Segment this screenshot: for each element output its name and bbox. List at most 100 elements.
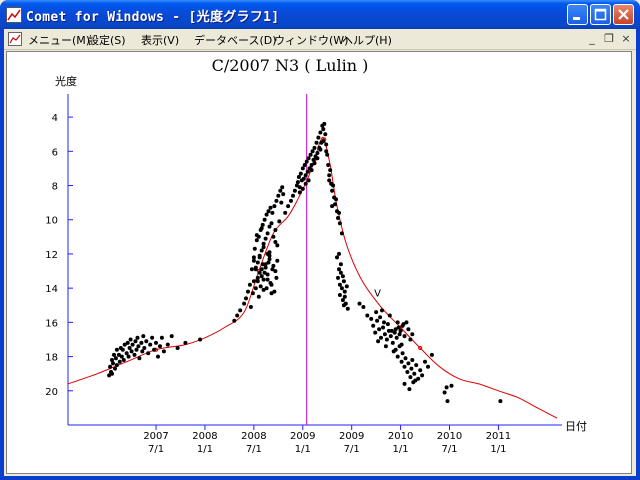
data-point <box>321 139 326 144</box>
data-point <box>414 363 419 368</box>
data-point <box>344 284 349 289</box>
data-point <box>114 347 119 352</box>
data-point <box>295 180 300 185</box>
data-point <box>296 175 301 179</box>
data-point <box>306 156 311 161</box>
data-point <box>242 301 247 306</box>
data-point <box>330 188 335 193</box>
menu-settings[interactable]: 設定(S) <box>88 34 126 47</box>
data-point <box>257 255 262 260</box>
menu-menu[interactable]: メニュー(M) <box>28 34 91 47</box>
data-point <box>259 226 264 231</box>
data-point <box>267 224 272 229</box>
data-point <box>248 305 253 309</box>
y-tick-label: 4 <box>52 113 58 124</box>
data-point <box>387 313 392 318</box>
data-point <box>305 169 310 174</box>
data-point <box>111 361 115 366</box>
data-point <box>286 204 291 209</box>
data-point <box>265 277 270 282</box>
data-point <box>341 279 346 284</box>
title-bar[interactable]: Comet for Windows - [光度グラフ1] <box>0 0 640 29</box>
data-point <box>152 347 157 352</box>
data-point <box>116 352 121 357</box>
mdi-restore-button[interactable]: ❐ <box>604 32 614 45</box>
data-point <box>260 262 265 267</box>
maximize-button[interactable] <box>590 4 611 25</box>
data-point <box>251 258 256 263</box>
minimize-button[interactable] <box>567 4 588 25</box>
menu-database[interactable]: データベース(D) <box>194 34 277 47</box>
client-area: メニュー(M) 設定(S) 表示(V) データベース(D) ウィンドウ(W) ヘ… <box>4 29 636 476</box>
data-point <box>265 272 270 277</box>
data-point <box>269 291 274 296</box>
data-point <box>397 332 402 337</box>
data-point <box>254 233 259 238</box>
data-point <box>251 279 256 284</box>
x-tick-label-date: 7/1 <box>148 444 164 455</box>
data-point <box>262 217 267 222</box>
data-point <box>134 347 139 352</box>
menu-bar: メニュー(M) 設定(S) 表示(V) データベース(D) ウィンドウ(W) ヘ… <box>4 29 636 50</box>
data-point <box>303 181 308 186</box>
x-tick-label-date: 1/1 <box>490 444 506 455</box>
data-point <box>449 383 454 388</box>
observation-points <box>107 121 503 404</box>
data-point <box>300 166 305 171</box>
data-point <box>324 149 329 154</box>
chart-axes: 4 6 8 10 12 14 16 18 20 2007 7/1 2008 1/1 2008 7/1 2009… <box>45 94 562 455</box>
data-point <box>289 198 293 203</box>
data-point <box>379 335 383 340</box>
data-point <box>389 328 394 333</box>
data-point <box>388 334 393 339</box>
data-point <box>137 356 142 361</box>
app-icon[interactable] <box>6 7 22 23</box>
data-point <box>426 364 430 369</box>
data-point <box>393 327 398 332</box>
data-point <box>393 347 398 352</box>
data-point <box>274 198 279 203</box>
y-tick-label: 8 <box>52 182 58 193</box>
data-point <box>257 270 262 275</box>
data-point <box>410 358 415 362</box>
data-point <box>129 349 134 354</box>
data-point <box>401 322 406 327</box>
data-point <box>113 366 117 371</box>
data-point <box>365 313 370 318</box>
data-point <box>385 322 390 327</box>
data-point <box>338 262 343 267</box>
maximize-icon <box>594 8 607 21</box>
data-point <box>275 258 280 263</box>
data-point <box>330 204 335 209</box>
data-point <box>259 267 264 272</box>
data-point <box>328 168 333 173</box>
data-point <box>304 159 309 164</box>
mdi-minimize-button[interactable]: _ <box>589 32 595 45</box>
mdi-close-button[interactable]: × <box>621 32 631 45</box>
menu-view[interactable]: 表示(V) <box>141 34 180 47</box>
data-point <box>264 286 269 291</box>
data-point <box>405 370 410 374</box>
x-tick-label-year: 2010 <box>388 431 413 442</box>
menu-window[interactable]: ウィンドウ(W) <box>274 34 349 47</box>
data-point <box>498 399 503 404</box>
data-point <box>270 210 275 215</box>
data-point <box>444 385 449 390</box>
data-point <box>337 282 342 287</box>
data-point <box>271 263 276 268</box>
data-point <box>275 243 280 248</box>
data-point <box>325 152 330 157</box>
data-point <box>376 339 381 344</box>
data-point <box>251 255 256 260</box>
data-point <box>274 275 279 280</box>
data-point <box>291 193 295 198</box>
data-point <box>331 183 336 188</box>
chart-document-icon[interactable] <box>8 32 22 46</box>
close-button[interactable] <box>613 4 634 25</box>
menu-help[interactable]: ヘルプ(H) <box>342 34 392 47</box>
data-point <box>382 320 386 325</box>
data-point <box>261 241 266 246</box>
data-point <box>395 354 400 359</box>
light-curve-chart[interactable]: 4 6 8 10 12 14 16 18 20 2007 7/1 2008 1/1 2008 7/1 2009… <box>6 51 632 474</box>
data-point <box>265 251 270 256</box>
